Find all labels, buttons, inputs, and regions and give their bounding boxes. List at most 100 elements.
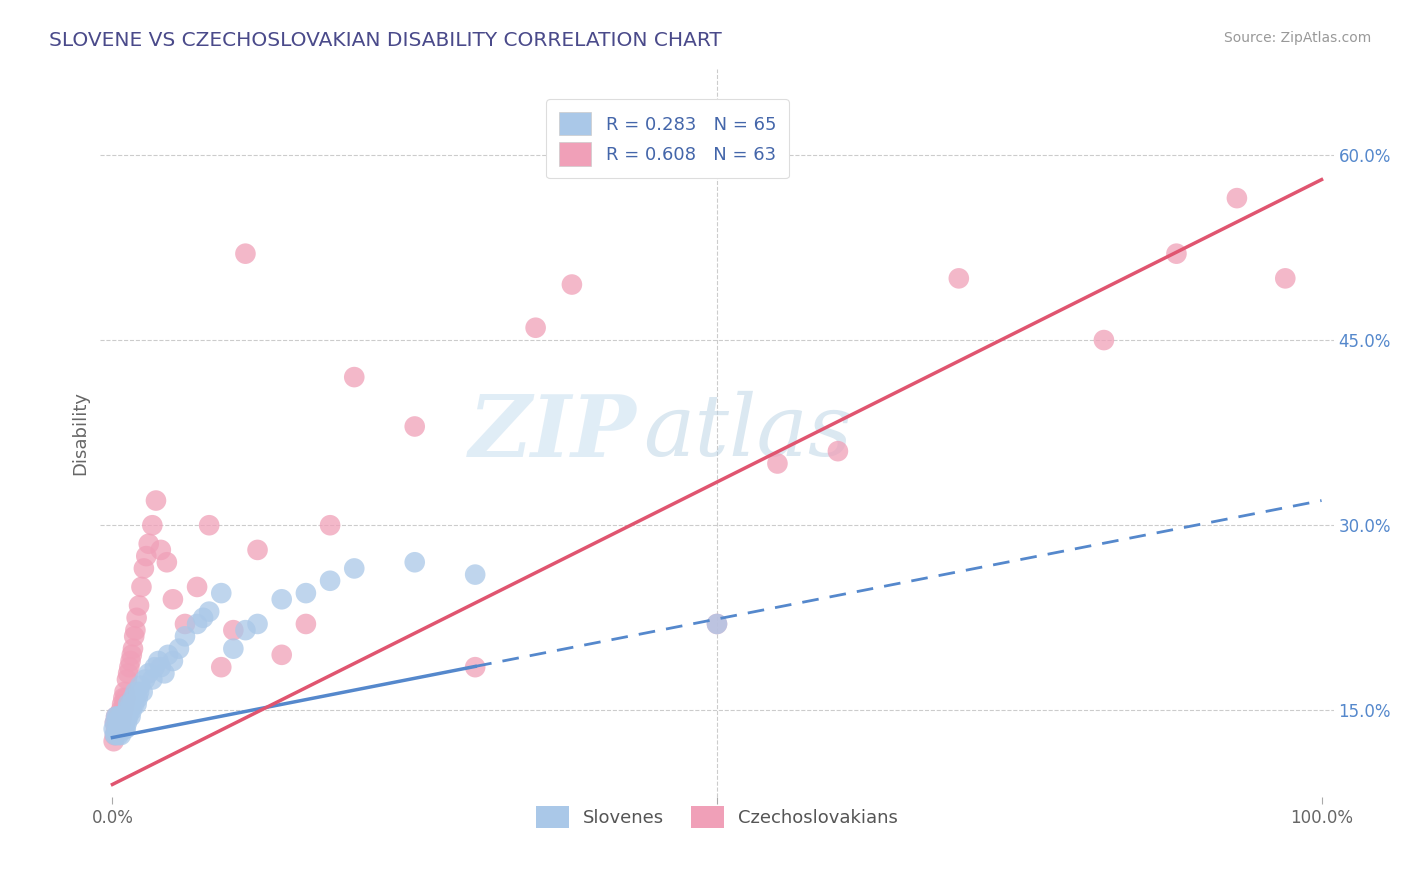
Point xyxy=(153,666,176,681)
Point xyxy=(105,715,128,730)
Point xyxy=(127,691,149,706)
Point xyxy=(135,549,157,563)
Point xyxy=(162,654,184,668)
Point xyxy=(145,493,167,508)
Point xyxy=(319,574,342,588)
Point xyxy=(118,703,141,717)
Point xyxy=(156,555,179,569)
Point xyxy=(105,728,128,742)
Point xyxy=(191,611,214,625)
Point xyxy=(141,518,163,533)
Point xyxy=(132,561,155,575)
Point xyxy=(110,722,132,736)
Point xyxy=(766,457,789,471)
Point xyxy=(120,654,142,668)
Point xyxy=(103,734,125,748)
Point xyxy=(246,542,269,557)
Point xyxy=(343,370,366,384)
Point xyxy=(222,623,245,637)
Point xyxy=(117,697,139,711)
Point xyxy=(122,697,145,711)
Point xyxy=(108,722,131,736)
Legend: Slovenes, Czechoslovakians: Slovenes, Czechoslovakians xyxy=(529,798,905,835)
Point xyxy=(1166,246,1188,260)
Point xyxy=(404,555,426,569)
Point xyxy=(464,567,486,582)
Point xyxy=(114,685,136,699)
Point xyxy=(157,648,180,662)
Point xyxy=(186,580,208,594)
Point xyxy=(125,697,148,711)
Point xyxy=(122,691,145,706)
Text: atlas: atlas xyxy=(643,392,852,474)
Point xyxy=(114,722,136,736)
Point xyxy=(209,660,232,674)
Point xyxy=(105,722,128,736)
Point xyxy=(124,623,146,637)
Point xyxy=(108,709,131,723)
Point xyxy=(138,666,160,681)
Point xyxy=(561,277,583,292)
Point xyxy=(104,728,127,742)
Point xyxy=(1092,333,1115,347)
Point xyxy=(120,697,142,711)
Point xyxy=(128,599,150,613)
Point xyxy=(129,679,152,693)
Point xyxy=(107,722,129,736)
Point xyxy=(107,728,129,742)
Point xyxy=(134,673,156,687)
Point xyxy=(121,703,143,717)
Point xyxy=(827,444,849,458)
Point xyxy=(706,617,728,632)
Point xyxy=(105,722,128,736)
Point xyxy=(110,709,132,723)
Point xyxy=(117,666,139,681)
Point xyxy=(110,703,132,717)
Point xyxy=(110,728,132,742)
Point xyxy=(198,518,221,533)
Point xyxy=(107,715,129,730)
Point xyxy=(107,709,129,723)
Point xyxy=(111,697,134,711)
Point xyxy=(115,703,138,717)
Y-axis label: Disability: Disability xyxy=(72,391,89,475)
Point xyxy=(948,271,970,285)
Point xyxy=(149,542,172,557)
Point xyxy=(111,715,134,730)
Point xyxy=(319,518,342,533)
Point xyxy=(174,629,197,643)
Point xyxy=(114,697,136,711)
Point xyxy=(105,722,128,736)
Point xyxy=(112,691,135,706)
Point xyxy=(464,660,486,674)
Point xyxy=(114,715,136,730)
Point xyxy=(114,722,136,736)
Point xyxy=(105,709,128,723)
Point xyxy=(270,648,292,662)
Point xyxy=(104,715,127,730)
Point xyxy=(1274,271,1296,285)
Point xyxy=(121,648,143,662)
Point xyxy=(295,586,318,600)
Point xyxy=(117,709,139,723)
Point xyxy=(706,617,728,632)
Point xyxy=(131,580,153,594)
Point xyxy=(222,641,245,656)
Text: ZIP: ZIP xyxy=(470,391,637,475)
Point xyxy=(167,641,190,656)
Point xyxy=(115,673,138,687)
Point xyxy=(108,715,131,730)
Text: Source: ZipAtlas.com: Source: ZipAtlas.com xyxy=(1223,31,1371,45)
Point xyxy=(128,685,150,699)
Point xyxy=(110,715,132,730)
Point xyxy=(125,611,148,625)
Point xyxy=(141,673,163,687)
Point xyxy=(104,728,127,742)
Point xyxy=(112,703,135,717)
Point xyxy=(235,246,257,260)
Point xyxy=(209,586,232,600)
Point xyxy=(105,709,128,723)
Point xyxy=(198,605,221,619)
Point xyxy=(118,660,141,674)
Point xyxy=(149,660,172,674)
